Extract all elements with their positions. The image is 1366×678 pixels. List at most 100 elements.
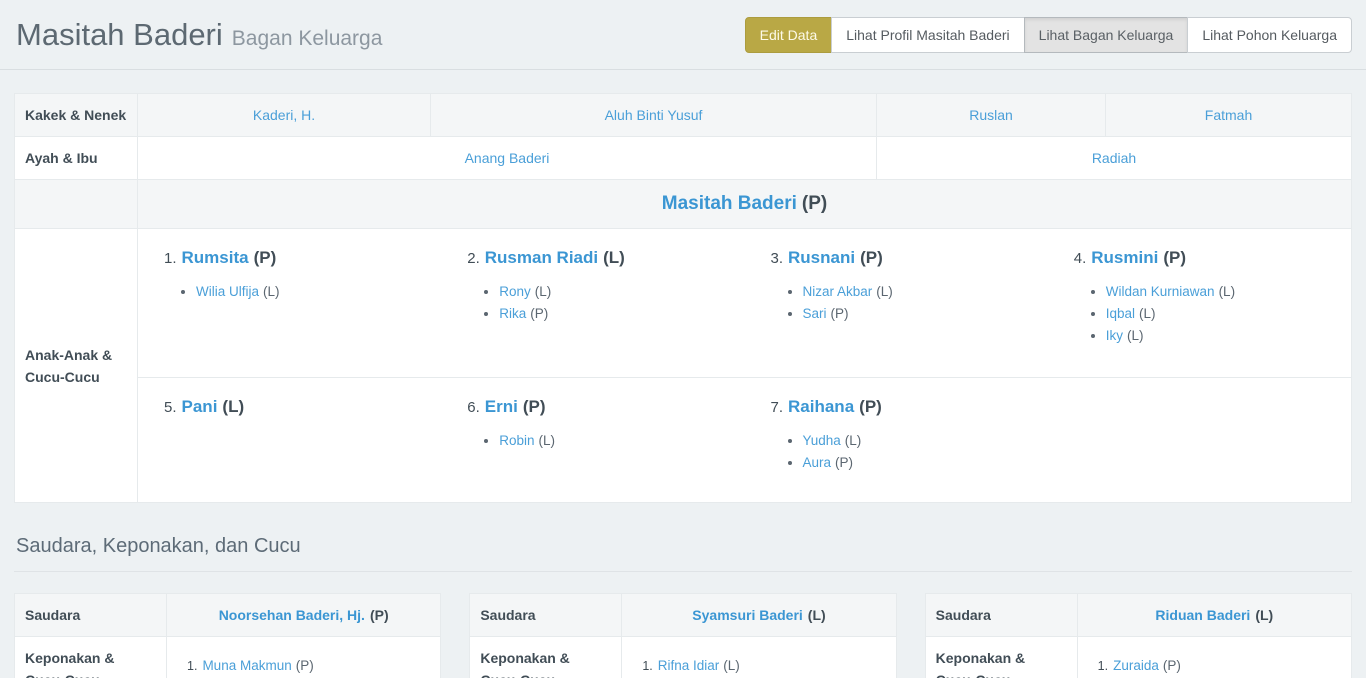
keponakan-label: Keponakan & Cucu-Cucu (469, 636, 623, 678)
view-chart-button[interactable]: Lihat Bagan Keluarga (1023, 17, 1189, 53)
child-name-link[interactable]: Rusnani (788, 248, 856, 267)
grandchildren-list: Wildan Kurniawan(L)Iqbal(L)Iky(L) (1074, 281, 1343, 347)
grandmother-paternal-link[interactable]: Aluh Binti Yusuf (604, 107, 703, 123)
father-link[interactable]: Anang Baderi (464, 150, 550, 166)
sibling-name-cell: Syamsuri Baderi (L) (621, 593, 897, 637)
child-number: 2. (467, 250, 480, 267)
keponakan-label: Keponakan & Cucu-Cucu (14, 636, 167, 678)
self-gender: (P) (801, 193, 828, 214)
grandchild-link[interactable]: Sari (802, 306, 827, 321)
grandchild-link[interactable]: Wildan Kurniawan (1105, 284, 1215, 299)
nephew-number: 1. (187, 659, 198, 673)
child-block: 6.Erni(P) Robin(L) (441, 378, 744, 502)
parents-row: Ayah & Ibu Anang Baderi Radiah (14, 136, 1352, 180)
saudara-label: Saudara (14, 593, 167, 637)
sibling-name-cell: Riduan Baderi (L) (1076, 593, 1352, 637)
child-gender: (L) (603, 248, 625, 267)
child-gender: (P) (860, 248, 883, 267)
nephew-gender: (P) (1162, 658, 1181, 673)
grandchild-gender: (L) (1127, 328, 1144, 343)
self-label-empty (14, 179, 138, 229)
grandchild-link[interactable]: Rika (499, 306, 527, 321)
grandmother-maternal-link[interactable]: Fatmah (1204, 107, 1253, 123)
children-row: Anak-Anak & Cucu-Cucu 1.Rumsita (P) Wilia … (14, 228, 1352, 503)
grandchild-link[interactable]: Iqbal (1105, 306, 1136, 321)
child-heading: 6. Erni (P) (467, 396, 736, 418)
page-title-wrap: Masitah Baderi Bagan Keluarga (16, 17, 382, 53)
keponakan-label: Keponakan & Cucu-Cucu (924, 636, 1078, 678)
child-number: 5. (164, 399, 177, 416)
grandchild-gender: (L) (263, 284, 280, 299)
grandchild-item: Iqbal(L) (1106, 303, 1343, 325)
sibling-gender: (P) (369, 607, 389, 623)
child-block: 2.Rusman Riadi(L)Rony(L)Rika(P) (441, 229, 744, 377)
child-heading: 2. Rusman Riadi (L) (467, 247, 736, 269)
grandchild-item: Rika(P) (499, 303, 736, 325)
grandchild-gender: (L) (1218, 284, 1236, 299)
sibling-name-row: Saudara Syamsuri Baderi (L) (469, 593, 897, 637)
child-heading: 4. Rusmini (P) (1074, 247, 1343, 269)
grandchild-link[interactable]: Nizar Akbar (802, 284, 873, 299)
child-heading: 5. Pani (L) (164, 396, 433, 418)
main-content: Kakek & Nenek Kaderi, H. Aluh Binti Yusu… (0, 70, 1366, 678)
page-header: Masitah Baderi Bagan Keluarga Edit Data Li… (0, 0, 1366, 70)
grandchild-link[interactable]: Rony (499, 284, 531, 299)
grandchild-link[interactable]: Iky (1105, 328, 1124, 343)
sibling-name-link[interactable]: Noorsehan Baderi, Hj. (218, 607, 365, 623)
grandchild-gender: (L) (534, 284, 552, 299)
self-cell: Masitah Baderi (P) (137, 179, 1352, 229)
children-label: Anak-Anak & Cucu-Cucu (14, 228, 138, 503)
grandfather-paternal-link[interactable]: Kaderi, H. (252, 107, 316, 123)
nephew-number: 1. (642, 659, 653, 673)
grandparents-label: Kakek & Nenek (14, 93, 138, 137)
grandchild-item: Robin(L) (499, 430, 736, 452)
self-name-link[interactable]: Masitah Baderi (661, 193, 797, 214)
child-name-link[interactable]: Raihana (788, 397, 855, 416)
child-name-link[interactable]: Pani (181, 397, 218, 416)
toolbar: Edit Data Lihat Profil Masitah Baderi Liha… (744, 17, 1352, 53)
grandchild-link[interactable]: Robin (499, 433, 535, 448)
siblings-section-heading: Saudara, Keponakan, dan Cucu (16, 535, 301, 557)
grandchild-gender: (P) (530, 306, 549, 321)
grandfather-paternal-cell: Kaderi, H. (137, 93, 431, 137)
child-name-link[interactable]: Rusmini (1091, 248, 1159, 267)
child-name-link[interactable]: Erni (484, 397, 518, 416)
sibling-name-link[interactable]: Syamsuri Baderi (692, 607, 803, 623)
child-name-link[interactable]: Rusman Riadi (484, 248, 599, 267)
child-number: 3. (770, 250, 784, 267)
page-title: Masitah Baderi (16, 17, 223, 52)
sibling-card: Saudara Noorsehan Baderi, Hj. (P) Keponakan… (14, 593, 442, 678)
grandchild-item: Rony(L) (499, 281, 736, 303)
nephew-item: 1.Rifna Idiar(L)Sari Mardiah(P) (642, 656, 885, 678)
grandchild-gender: (P) (830, 306, 849, 321)
nephews-list-cell: 1.Rifna Idiar(L)Sari Mardiah(P) (621, 636, 897, 678)
child-name-link[interactable]: Rumsita (181, 248, 249, 267)
child-gender: (P) (522, 397, 546, 416)
child-number: 1. (164, 250, 177, 267)
grandchild-item: Aura(P) (803, 452, 1040, 474)
view-profile-button[interactable]: Lihat Profil Masitah Baderi (831, 17, 1025, 53)
view-tree-button[interactable]: Lihat Pohon Keluarga (1187, 17, 1352, 53)
sibling-name-row: Saudara Noorsehan Baderi, Hj. (P) (14, 593, 442, 637)
child-block: 7.Raihana(P)Yudha(L)Aura(P) (745, 378, 1048, 502)
grandfather-maternal-link[interactable]: Ruslan (969, 107, 1013, 123)
grandmother-maternal-cell: Fatmah (1105, 93, 1352, 137)
child-block: 3.Rusnani(P)Nizar Akbar(L)Sari(P) (745, 229, 1048, 377)
child-gender: (P) (1163, 248, 1186, 267)
grandchild-link[interactable]: Yudha (802, 433, 841, 448)
mother-link[interactable]: Radiah (1091, 150, 1137, 166)
nephew-link[interactable]: Muna Makmun (202, 658, 292, 673)
mother-cell: Radiah (876, 136, 1352, 180)
grandchild-item: Wildan Kurniawan(L) (1106, 281, 1343, 303)
grandchild-link[interactable]: Aura (802, 455, 832, 470)
sibling-name-link[interactable]: Riduan Baderi (1155, 607, 1251, 623)
nephew-link[interactable]: Rifna Idiar (657, 658, 720, 673)
edit-data-button[interactable]: Edit Data (744, 17, 833, 53)
child-number: 6. (467, 399, 480, 416)
nephew-link[interactable]: Zuraida (1113, 658, 1159, 673)
grandchild-item: Wilia Ulfija(L) (196, 281, 433, 303)
grandchild-link[interactable]: Wilia Ulfija (196, 284, 260, 299)
